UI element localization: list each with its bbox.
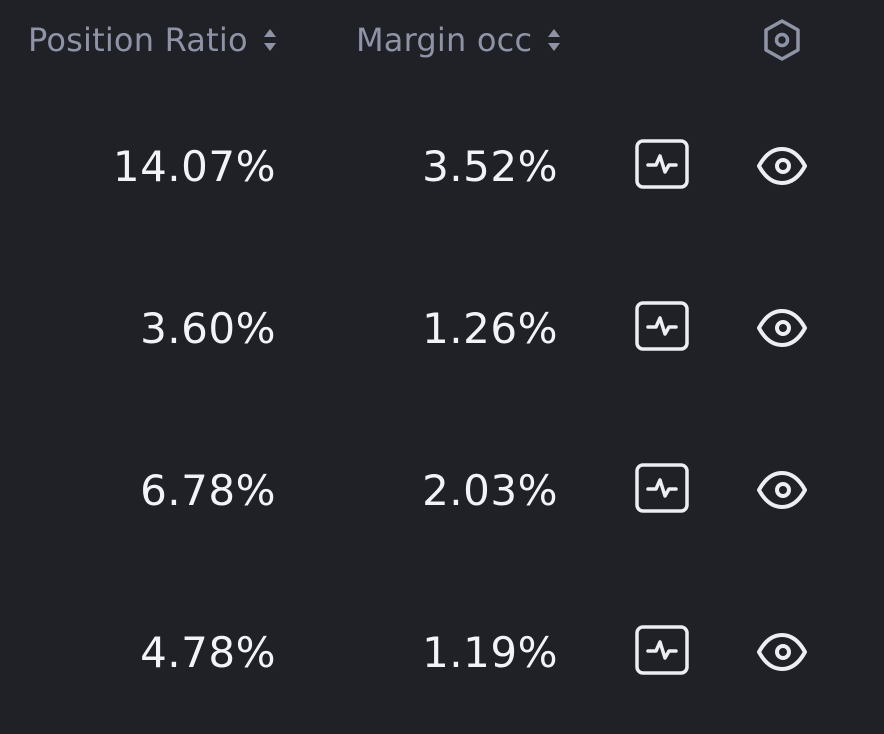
activity-chart-icon[interactable] [635, 301, 689, 351]
position-ratio-value: 14.07% [112, 141, 276, 191]
margin-occ-value: 3.52% [422, 141, 558, 191]
table-row: 4.78% 1.19% [0, 602, 884, 702]
position-ratio-value: 3.60% [140, 303, 276, 353]
eye-icon[interactable] [756, 632, 808, 672]
activity-chart-icon[interactable] [635, 139, 689, 189]
eye-icon[interactable] [756, 308, 808, 348]
sort-icon[interactable] [546, 26, 562, 54]
activity-chart-icon[interactable] [635, 463, 689, 513]
activity-chart-icon[interactable] [635, 625, 689, 675]
table-row: 3.60% 1.26% [0, 278, 884, 378]
margin-occ-value: 1.19% [422, 627, 558, 677]
position-ratio-value: 4.78% [140, 627, 276, 677]
eye-icon[interactable] [756, 470, 808, 510]
settings-icon[interactable] [762, 18, 802, 62]
sort-icon[interactable] [262, 26, 278, 54]
table-header: Position Ratio Margin occ [0, 0, 884, 80]
margin-occ-label: Margin occ [356, 21, 533, 59]
margin-occ-value: 2.03% [422, 465, 558, 515]
margin-occ-column-header[interactable]: Margin occ [356, 20, 562, 60]
table-row: 6.78% 2.03% [0, 440, 884, 540]
eye-icon[interactable] [756, 146, 808, 186]
table-row: 14.07% 3.52% [0, 116, 884, 216]
position-ratio-value: 6.78% [140, 465, 276, 515]
position-ratio-column-header[interactable]: Position Ratio [28, 20, 278, 60]
position-ratio-label: Position Ratio [28, 21, 248, 59]
margin-occ-value: 1.26% [422, 303, 558, 353]
